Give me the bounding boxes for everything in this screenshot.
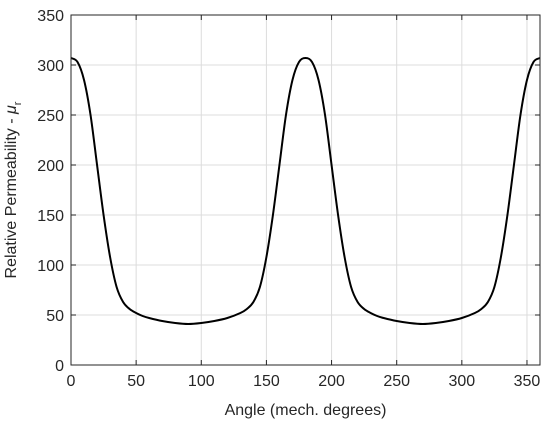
y-axis-label: Relative Permeability - μr: [3, 101, 24, 278]
grid-lines: [70, 14, 540, 366]
x-tick-label: 50: [127, 373, 145, 390]
y-axis-label-subscript: r: [12, 101, 24, 105]
x-tick-label: 150: [253, 373, 280, 390]
y-tick-label: 100: [37, 258, 64, 275]
x-axis-label: Angle (mech. degrees): [225, 402, 387, 419]
series-line: [70, 57, 541, 325]
plot-frame: [70, 14, 541, 366]
y-tick-label: 50: [46, 308, 64, 325]
x-tick-label: 100: [188, 373, 215, 390]
x-tick-label: 300: [448, 373, 475, 390]
axis-ticks: 0 50 100 150 200 250 300 350 0 50 100 150 200 250 300 3…: [37, 8, 540, 390]
x-tick-label: 200: [318, 373, 345, 390]
y-tick-label: 300: [37, 58, 64, 75]
y-tick-label: 250: [37, 108, 64, 125]
x-tick-label: 350: [514, 373, 541, 390]
y-tick-label: 200: [37, 158, 64, 175]
y-axis-label-symbol: μ: [3, 105, 20, 115]
y-tick-label: 150: [37, 208, 64, 225]
x-tick-label: 0: [67, 373, 76, 390]
y-tick-label: 350: [37, 8, 64, 25]
y-axis-label-text: Relative Permeability -: [3, 114, 20, 279]
plot-area: [70, 57, 541, 325]
y-tick-label: 0: [55, 358, 64, 375]
x-tick-label: 250: [383, 373, 410, 390]
